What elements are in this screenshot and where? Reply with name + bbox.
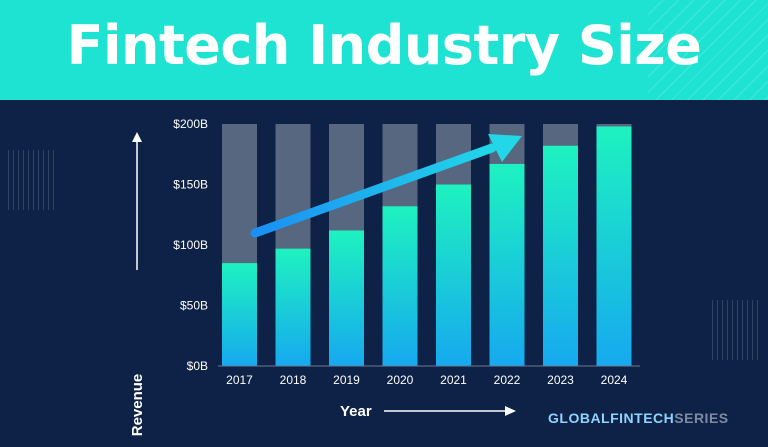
x-tick-label-2020: 2020 xyxy=(387,373,414,387)
y-axis-arrow-head xyxy=(132,132,142,142)
trend-arrow xyxy=(250,134,522,238)
x-tick-label-2021: 2021 xyxy=(440,373,467,387)
chart-title: Fintech Industry Size xyxy=(66,14,702,77)
x-axis-label-group: Year xyxy=(340,403,516,420)
x-axis-arrow-head xyxy=(505,406,516,416)
y-tick-label: $150B xyxy=(173,178,208,192)
bar-2017 xyxy=(222,263,257,366)
banner-stripes xyxy=(648,0,768,100)
x-tick-label-2019: 2019 xyxy=(333,373,360,387)
y-axis-ticks: $0B $50B $100B $150B $200B xyxy=(173,117,208,373)
bar-2023 xyxy=(543,145,578,366)
bar-2020 xyxy=(382,206,418,366)
bar-2019 xyxy=(329,230,364,366)
y-axis-label: Revenue xyxy=(129,374,146,437)
y-tick-label: $200B xyxy=(173,117,208,131)
y-tick-label: $100B xyxy=(173,238,208,252)
trend-arrow-head xyxy=(488,134,522,162)
y-tick-label: $50B xyxy=(180,299,208,313)
x-tick-label-2018: 2018 xyxy=(280,373,307,387)
bar-2021 xyxy=(436,184,471,366)
y-tick-label: $0B xyxy=(187,359,208,373)
bar-2018 xyxy=(275,248,311,366)
x-axis-label: Year xyxy=(340,403,372,420)
y-axis-label-group: Revenue xyxy=(129,132,146,436)
decorative-lines-left xyxy=(8,150,54,210)
brand-logo: GLOBALFINTECHSERIES xyxy=(548,410,729,426)
decorative-lines-right xyxy=(712,300,758,360)
bar-2024 xyxy=(596,126,632,366)
title-banner: Fintech Industry Size xyxy=(0,0,768,100)
trend-arrow-shaft xyxy=(250,143,497,238)
x-tick-label-2024: 2024 xyxy=(601,373,628,387)
x-axis-ticks: 2017 2018 2019 2020 2021 2022 2023 2024 xyxy=(226,373,628,387)
revenue-bar-chart: $0B$50B$100B$150B$200B 2017 2018 2019 2020 2… xyxy=(129,117,640,436)
x-tick-label-2022: 2022 xyxy=(494,373,521,387)
x-tick-label-2023: 2023 xyxy=(547,373,574,387)
x-tick-label-2017: 2017 xyxy=(226,373,253,387)
brand-part1: GLOBALFINTECH xyxy=(548,410,675,426)
bars xyxy=(222,126,632,366)
bar-2022 xyxy=(489,163,525,366)
brand-part2: SERIES xyxy=(674,410,729,426)
